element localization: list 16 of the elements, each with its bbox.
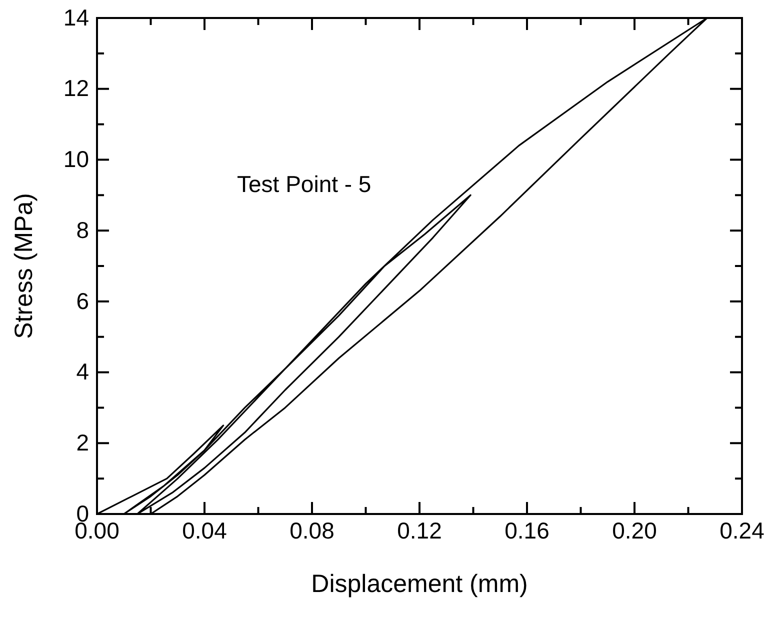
y-tick-label: 4 xyxy=(76,358,90,385)
x-tick-label: 0.04 xyxy=(182,517,228,544)
y-tick-label: 2 xyxy=(76,430,89,456)
y-tick-label: 14 xyxy=(63,4,90,30)
x-tick-label: 0.20 xyxy=(612,517,657,544)
y-tick-label: 10 xyxy=(63,146,89,172)
annotation: Test Point - 5 xyxy=(237,171,372,197)
y-tick-label: 6 xyxy=(76,288,89,314)
x-tick-label: 0.12 xyxy=(397,517,442,544)
x-tick-label: 0.24 xyxy=(720,517,765,544)
x-axis-title: Displacement (mm) xyxy=(311,570,528,598)
y-tick-label: 12 xyxy=(63,75,89,102)
x-tick-label: 0.08 xyxy=(290,517,334,544)
y-axis-title: Stress (MPa) xyxy=(10,193,38,339)
x-tick-label: 0.16 xyxy=(504,517,550,544)
y-tick-label: 8 xyxy=(76,216,89,243)
